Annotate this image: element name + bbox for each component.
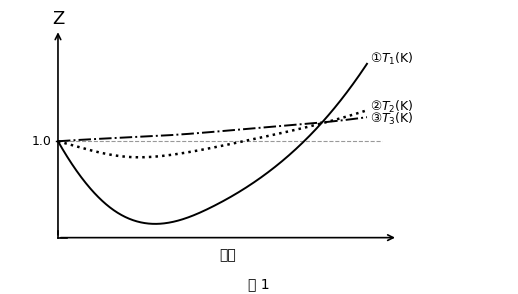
Text: Z: Z xyxy=(52,10,64,28)
Text: 圧力: 圧力 xyxy=(220,248,236,262)
Text: 1.0: 1.0 xyxy=(32,135,52,148)
Text: ①$T_1$(K): ①$T_1$(K) xyxy=(370,51,414,67)
Text: 図 1: 図 1 xyxy=(248,277,270,291)
Text: ②$T_2$(K): ②$T_2$(K) xyxy=(370,99,414,115)
Text: ③$T_3$(K): ③$T_3$(K) xyxy=(370,111,414,127)
